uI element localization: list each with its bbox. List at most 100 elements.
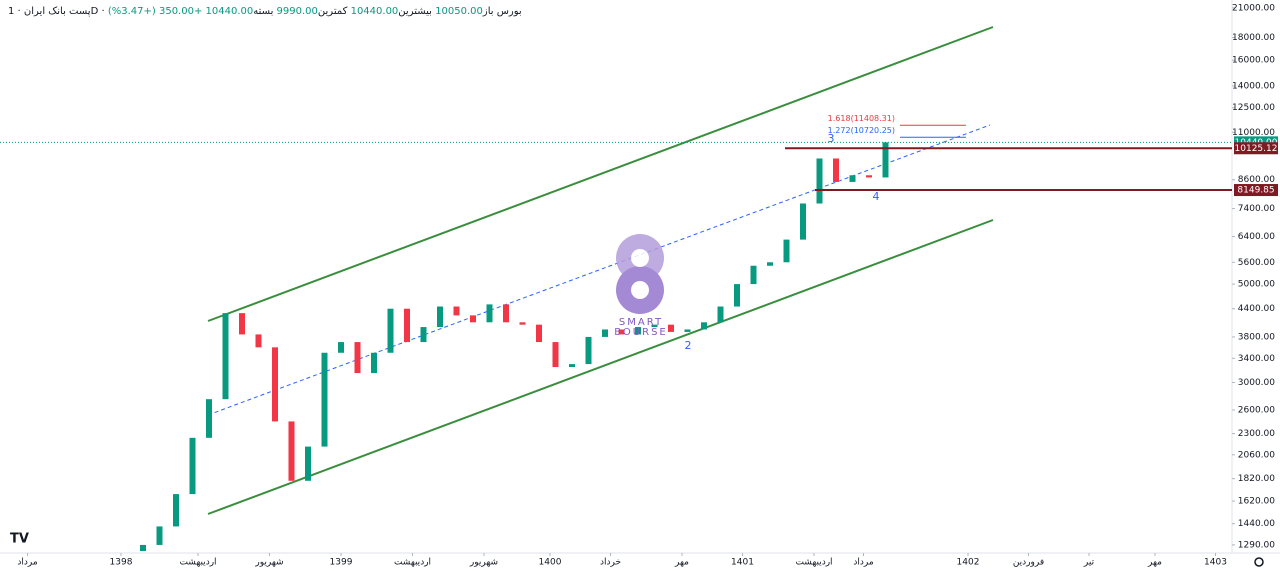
candle-body — [668, 324, 674, 332]
candle-body — [536, 324, 542, 343]
candle-body — [503, 304, 509, 323]
x-tick-label: 1403 — [1204, 558, 1227, 568]
y-tick-label: 3800.00 — [1238, 332, 1275, 342]
y-tick-label: 8600.00 — [1238, 175, 1275, 185]
watermark-text: SMART — [619, 317, 663, 328]
level-box — [1234, 142, 1278, 155]
x-tick-label: خرداد — [600, 558, 621, 568]
settings-icon[interactable] — [1254, 557, 1264, 567]
channel-upper — [207, 26, 994, 322]
ohlc: باز10050.00 بیشترین10440.00 کمترین9990.0… — [206, 6, 494, 17]
y-tick-label: 11000.00 — [1232, 128, 1275, 138]
watermark-text: BOURSE — [614, 327, 668, 338]
y-tick-label: 7400.00 — [1238, 204, 1275, 214]
candle-body — [651, 324, 658, 328]
y-tick-label: 5600.00 — [1238, 258, 1275, 268]
y-tick-label: 12500.00 — [1232, 103, 1275, 113]
candle-body — [222, 313, 229, 400]
y-tick-label: 1440.00 — [1238, 519, 1275, 529]
candle-body — [882, 142, 889, 178]
y-tick-label: 3400.00 — [1238, 354, 1275, 364]
candle-body — [783, 239, 790, 263]
x-tick-label: مهر — [1147, 558, 1162, 568]
candle-body — [552, 342, 559, 368]
tv-logo: TV — [10, 532, 29, 547]
candle-body — [338, 342, 344, 353]
candle-body — [519, 322, 526, 325]
candle-body — [486, 304, 493, 323]
candle-body — [833, 158, 839, 182]
candle-body — [288, 421, 295, 481]
ohlc-value: 9990.00 — [276, 6, 318, 17]
y-tick-label: 1620.00 — [1238, 497, 1275, 507]
candle-body — [189, 437, 196, 495]
candle-body — [272, 347, 278, 422]
x-tick-label: 1399 — [330, 558, 353, 568]
x-tick-label: 1402 — [957, 558, 980, 568]
y-tick-label: 14000.00 — [1232, 81, 1275, 91]
fib-label: 1.618(11408.31) — [828, 114, 895, 123]
trend-line — [207, 124, 991, 416]
level-label: 10125.12 — [1235, 144, 1278, 154]
wave-label: 2 — [685, 339, 692, 352]
x-tick-label: فروردین — [1013, 558, 1044, 568]
candle-body — [173, 494, 179, 527]
candle-body — [866, 175, 872, 178]
y-tick-label: 21000.00 — [1232, 3, 1275, 13]
candle-body — [750, 265, 757, 285]
logo-text: TV — [10, 532, 29, 547]
candle-body — [569, 364, 575, 368]
x-tick-label: اردیبهشت — [394, 558, 431, 568]
candle-body — [602, 329, 608, 337]
candle-body — [618, 329, 625, 335]
candle-body — [140, 544, 146, 551]
y-tick-label: 1290.00 — [1238, 540, 1275, 550]
symbol-header: پست بانک ایران · 1D · بورس باز10050.00 ب… — [8, 6, 522, 17]
x-tick-label: اردیبهشت — [179, 558, 216, 568]
y-tick-label: 16000.00 — [1232, 56, 1275, 66]
logo-hole — [631, 281, 649, 299]
candle-body — [684, 329, 691, 332]
x-tick-label: تیر — [1083, 558, 1095, 568]
logo-hole — [631, 249, 649, 267]
candle-body — [437, 306, 443, 328]
fib-label: 1.272(10720.25) — [828, 126, 895, 135]
x-tick-label: 1400 — [539, 558, 562, 568]
y-tick-label: 2600.00 — [1238, 405, 1275, 415]
ohlc-label: کمترین — [317, 6, 348, 17]
x-tick-label: شهریور — [469, 558, 498, 568]
y-tick-label: 1820.00 — [1238, 474, 1275, 484]
candle-body — [206, 399, 212, 438]
candle-body — [767, 262, 773, 266]
watermark-logo — [616, 234, 664, 314]
candle-body — [239, 313, 245, 335]
level-label: 8149.85 — [1237, 186, 1274, 196]
x-tick-label: مهر — [674, 558, 689, 568]
candle-body — [420, 327, 427, 343]
interval: 1D — [8, 6, 99, 17]
level-box — [1234, 184, 1278, 197]
candle-body — [635, 327, 641, 335]
candle-body — [371, 352, 377, 374]
candle-body — [305, 446, 311, 481]
candle-body — [717, 306, 724, 323]
y-tick-label: 18000.00 — [1232, 33, 1275, 43]
x-tick-label: شهریور — [254, 558, 283, 568]
candle-body — [816, 158, 823, 204]
y-tick-label: 2300.00 — [1238, 429, 1275, 439]
ohlc-label: باز — [482, 6, 494, 17]
y-tick-label: 5000.00 — [1238, 280, 1275, 290]
ohlc-label: بیشترین — [398, 6, 432, 17]
ohlc-label: بسته — [253, 6, 274, 17]
y-tick-label: 2060.00 — [1238, 450, 1275, 460]
x-tick-label: 1398 — [110, 558, 133, 568]
candle-body — [354, 342, 361, 374]
y-tick-label: 4400.00 — [1238, 304, 1275, 314]
x-tick-label: 1401 — [731, 558, 754, 568]
wave-label: 3 — [828, 132, 835, 145]
candle-body — [701, 322, 707, 330]
candle-body — [255, 334, 262, 348]
y-tick-label: 6400.00 — [1238, 232, 1275, 242]
ohlc-value: 10050.00 — [435, 6, 483, 17]
